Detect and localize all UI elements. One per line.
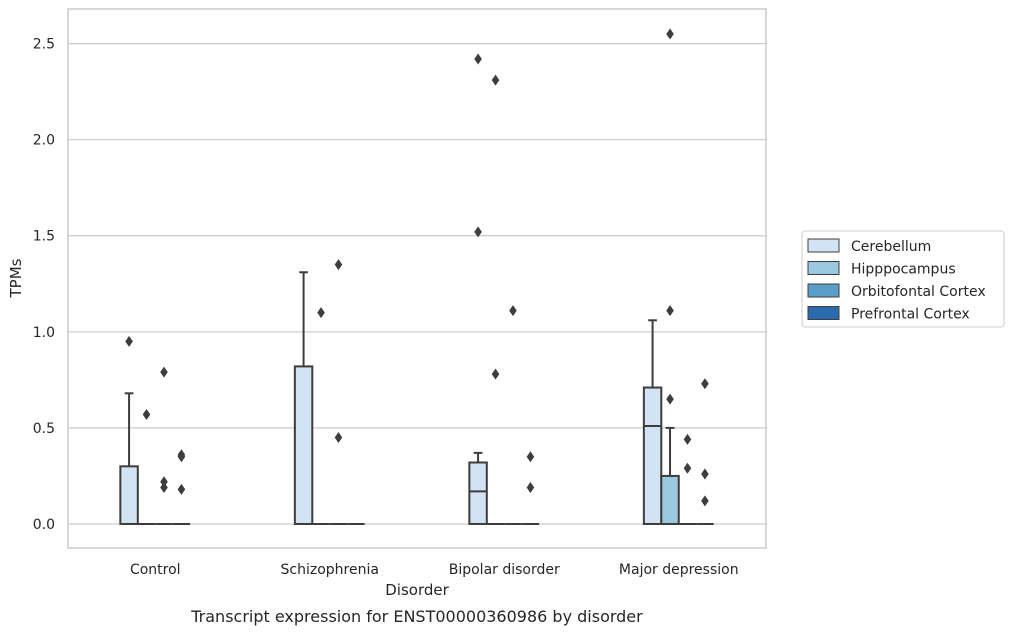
outlier-point bbox=[701, 468, 709, 480]
x-tick-label: Major depression bbox=[619, 562, 739, 578]
box-plot-area bbox=[119, 28, 714, 525]
y-tick-label: 1.5 bbox=[33, 229, 55, 245]
outlier-point bbox=[526, 451, 535, 463]
outlier-point bbox=[334, 432, 343, 444]
legend-swatch bbox=[807, 306, 840, 320]
outlier-point bbox=[142, 408, 151, 420]
outlier-point bbox=[701, 378, 709, 390]
box-group bbox=[312, 307, 330, 525]
box-group bbox=[660, 28, 680, 525]
x-tick-label: Control bbox=[130, 562, 181, 578]
outlier-point bbox=[177, 451, 186, 463]
box-group bbox=[293, 271, 314, 525]
outlier-point bbox=[701, 495, 709, 507]
y-tick-label: 1.0 bbox=[33, 325, 55, 341]
outlier-point bbox=[160, 366, 168, 378]
outlier-point bbox=[177, 483, 186, 495]
outlier-point bbox=[160, 476, 168, 488]
box-group bbox=[329, 259, 348, 525]
outlier-point bbox=[666, 305, 674, 317]
outlier-point bbox=[160, 481, 168, 493]
box-group bbox=[642, 319, 663, 525]
legend-entry: Hipppocampus bbox=[851, 262, 956, 278]
y-tick-label: 2.0 bbox=[33, 133, 55, 149]
legend-entry: Cerebellum bbox=[851, 239, 931, 255]
plot-frame bbox=[67, 8, 767, 549]
outlier-point bbox=[509, 305, 517, 317]
x-axis-label: Disorder bbox=[385, 581, 449, 599]
box bbox=[468, 461, 488, 525]
outlier-point bbox=[491, 368, 500, 380]
x-tick-labels: Control Schizophrenia Bipolar disorder Majo… bbox=[130, 562, 739, 578]
box-group bbox=[504, 305, 522, 525]
outlier-point bbox=[334, 259, 343, 271]
box bbox=[660, 474, 680, 525]
outlier-point bbox=[125, 335, 133, 347]
outlier-point bbox=[474, 53, 482, 65]
outlier-point bbox=[666, 28, 674, 40]
legend-entry: Prefrontal Cortex bbox=[851, 307, 970, 323]
outlier-point bbox=[491, 74, 500, 86]
box bbox=[119, 465, 139, 525]
legend: Cerebellum Hipppocampus Orbitofontal Corte… bbox=[801, 230, 1005, 328]
y-tick-label: 0.5 bbox=[33, 421, 55, 437]
box-group bbox=[172, 449, 191, 525]
box bbox=[293, 365, 314, 525]
legend-frame bbox=[801, 230, 1005, 328]
legend-swatch bbox=[807, 238, 840, 253]
outlier-point bbox=[526, 481, 535, 493]
y-tick-label: 2.5 bbox=[33, 37, 55, 53]
outlier-point bbox=[683, 462, 692, 474]
outlier-point bbox=[474, 226, 482, 238]
x-tick-label: Bipolar disorder bbox=[449, 562, 560, 578]
outlier-point bbox=[317, 307, 325, 319]
box bbox=[642, 386, 663, 525]
legend-entry: Orbitofontal Cortex bbox=[851, 284, 986, 300]
box-group bbox=[486, 74, 505, 525]
legend-swatch bbox=[807, 261, 840, 275]
box-group bbox=[119, 335, 139, 525]
y-tick-label: 0.0 bbox=[33, 517, 55, 533]
box-group bbox=[155, 366, 173, 525]
box-group bbox=[678, 433, 697, 525]
box-group bbox=[137, 408, 156, 525]
box-group bbox=[696, 378, 714, 525]
y-axis-label: TPMs bbox=[7, 258, 25, 298]
chart-title: Transcript expression for ENST0000036098… bbox=[190, 607, 643, 626]
x-tick-label: Schizophrenia bbox=[281, 562, 379, 578]
outlier-point bbox=[683, 433, 692, 445]
box-group bbox=[468, 53, 488, 525]
box-group bbox=[521, 451, 540, 525]
y-tick-labels: 0.0 0.5 1.0 1.5 2.0 2.5 bbox=[33, 37, 55, 533]
outlier-point bbox=[666, 393, 674, 405]
legend-swatch bbox=[807, 283, 840, 298]
